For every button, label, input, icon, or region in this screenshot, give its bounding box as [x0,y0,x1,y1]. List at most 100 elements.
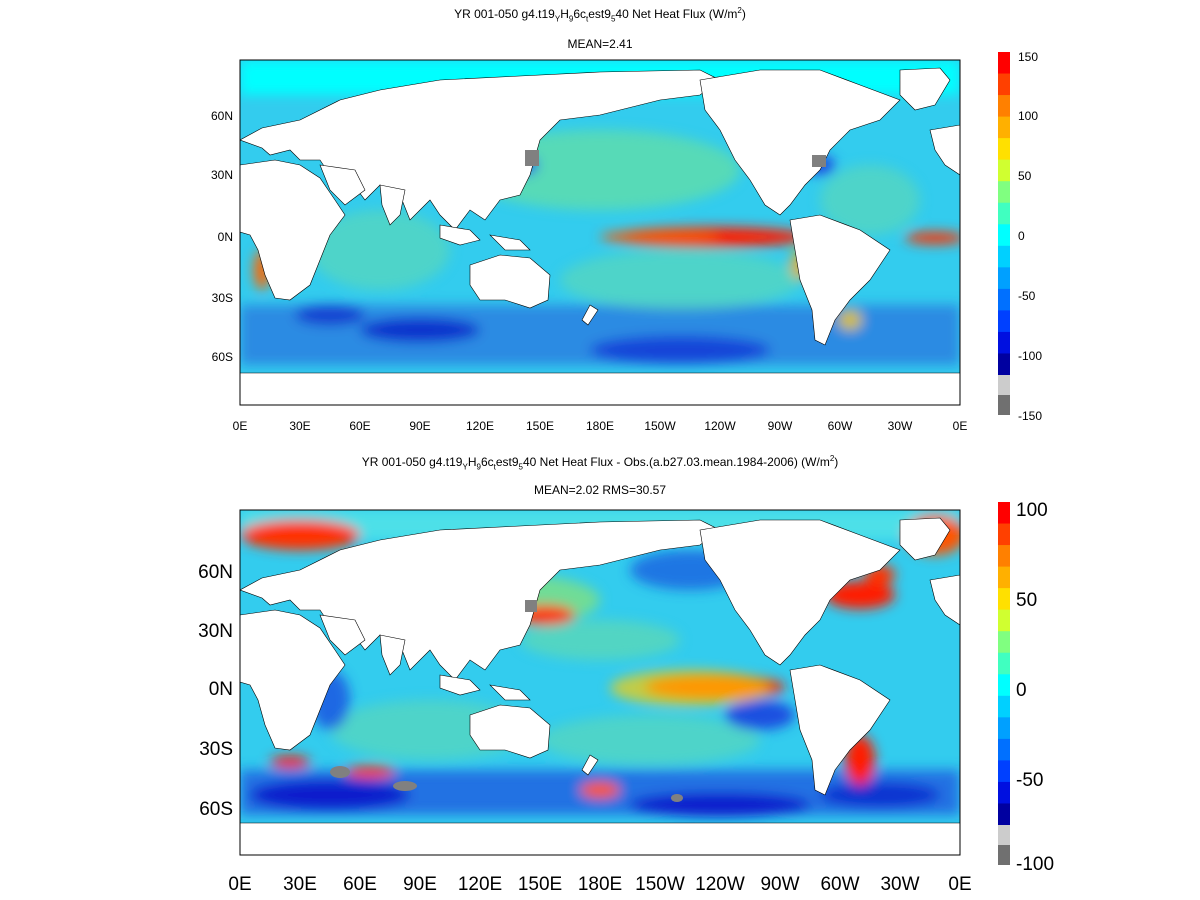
bottom-cbtick: 100 [1016,500,1048,521]
top-y-axis: 60N 30N 0N 30S 60S [211,109,233,364]
bottom-xtick: 180E [578,874,622,895]
bottom-colorbar-swatch [998,738,1010,761]
top-cbtick: -50 [1018,289,1036,303]
bottom-ytick-30s: 30S [199,739,233,760]
top-missing-hudson [812,155,826,167]
top-colorbar-swatch-lightgray [998,375,1010,395]
top-colorbar-swatch-gray [998,395,1010,415]
top-colorbar-swatch [998,159,1010,182]
top-colorbar-ticks: 150 100 50 0 -50 -100 -150 [1018,50,1042,423]
bottom-xtick: 30W [880,874,919,895]
bottom-xtick: 120W [695,874,745,895]
bottom-colorbar-swatch [998,652,1010,675]
top-ytick-60n: 60N [211,109,233,123]
bottom-ytick-0n: 0N [209,679,233,700]
top-cbtick: 100 [1018,109,1038,123]
top-xtick: 90W [768,419,793,433]
bottom-xtick: 150E [518,874,562,895]
top-colorbar-swatch [998,138,1010,161]
bottom-ytick-60n: 60N [198,562,233,583]
top-colorbar-swatch [998,224,1010,247]
top-map-frame [240,60,960,405]
bottom-missing-island [393,781,417,791]
top-land [240,67,960,405]
bottom-missing-okhotsk [525,600,537,612]
top-xtick: 120W [704,419,736,433]
top-xtick: 180E [586,419,614,433]
bottom-cbtick: -50 [1016,770,1043,791]
top-colorbar-swatch [998,202,1010,225]
top-colorbar-swatch [998,245,1010,268]
bottom-colorbar-swatch [998,631,1010,654]
bottom-xtick: 30E [283,874,317,895]
bottom-colorbar-swatch [998,609,1010,632]
bottom-colorbar-swatch [998,695,1010,718]
top-colorbar-swatch [998,267,1010,290]
top-colorbar-swatch [998,95,1010,118]
bottom-x-axis: 0E 30E 60E 90E 120E 150E 180E 150W 120W … [228,874,971,895]
top-x-axis: 0E 30E 60E 90E 120E 150E 180E 150W 120W … [233,419,968,433]
top-cbtick: 50 [1018,169,1032,183]
bottom-ytick-30n: 30N [198,621,233,642]
top-colorbar-swatch [998,73,1010,96]
bottom-xtick: 60W [820,874,859,895]
bottom-land [240,517,960,855]
top-xtick: 30E [289,419,310,433]
top-xtick: 0E [953,419,968,433]
top-xtick: 120E [466,419,494,433]
top-subtitle: MEAN=2.41 [567,37,633,51]
bottom-xtick: 90E [403,874,437,895]
bottom-colorbar-swatch [998,523,1010,546]
bottom-colorbar-swatch-lightgray [998,825,1010,845]
top-colorbar-swatch [998,288,1010,311]
top-xtick: 0E [233,419,248,433]
bottom-colorbar-swatch [998,760,1010,783]
bottom-xtick: 90W [760,874,799,895]
top-colorbar-swatch [998,52,1010,75]
top-cbtick: -100 [1018,349,1042,363]
bottom-colorbar-swatch [998,803,1010,826]
top-xtick: 150W [644,419,676,433]
top-ytick-30s: 30S [212,291,233,305]
top-colorbar-swatch [998,181,1010,204]
top-colorbar-swatch [998,116,1010,139]
bottom-colorbar-swatch [998,588,1010,611]
bottom-cbtick: -100 [1016,854,1054,875]
top-xtick: 150E [526,419,554,433]
bottom-panel: 60N 30N 0N 30S 60S 0E 30E 60E 90E 120E 1… [198,500,1054,895]
bottom-xtick: 150W [635,874,685,895]
bottom-colorbar-swatch [998,502,1010,525]
top-ytick-60s: 60S [212,350,233,364]
bottom-cbtick: 50 [1016,590,1037,611]
bottom-colorbar-swatch [998,674,1010,697]
bottom-cbtick: 0 [1016,680,1027,701]
top-colorbar [998,52,1010,415]
top-map-border [239,59,961,406]
bottom-colorbar-swatch [998,781,1010,804]
top-ytick-0n: 0N [218,230,233,244]
bottom-ytick-60s: 60S [199,799,233,820]
top-xtick: 60W [828,419,853,433]
top-colorbar-swatch [998,331,1010,354]
bottom-colorbar-ticks: 100 50 0 -50 -100 [1016,500,1054,875]
top-xtick: 90E [409,419,430,433]
bottom-xtick: 60E [343,874,377,895]
top-cbtick: 0 [1018,229,1025,243]
bottom-missing-island [671,794,683,802]
top-xtick: 60E [349,419,370,433]
top-cbtick: 150 [1018,50,1038,64]
bottom-xtick: 0E [948,874,971,895]
bottom-colorbar-swatch [998,566,1010,589]
bottom-y-axis: 60N 30N 0N 30S 60S [198,562,233,820]
top-ytick-30n: 30N [211,168,233,182]
top-missing-sea-of-okhotsk [525,150,539,166]
top-title: YR 001-050 g4.t19YH96ctest9540 Net Heat … [454,6,746,24]
bottom-colorbar-swatch [998,545,1010,568]
bottom-map-frame [240,510,960,855]
top-panel: 60N 30N 0N 30S 60S 0E 30E 60E 90E 120E 1… [211,50,1042,433]
bottom-xtick: 120E [458,874,502,895]
top-colorbar-swatch [998,310,1010,333]
bottom-subtitle: MEAN=2.02 RMS=30.57 [533,483,667,497]
top-xtick: 30W [888,419,913,433]
bottom-colorbar-swatch-gray [998,845,1010,865]
